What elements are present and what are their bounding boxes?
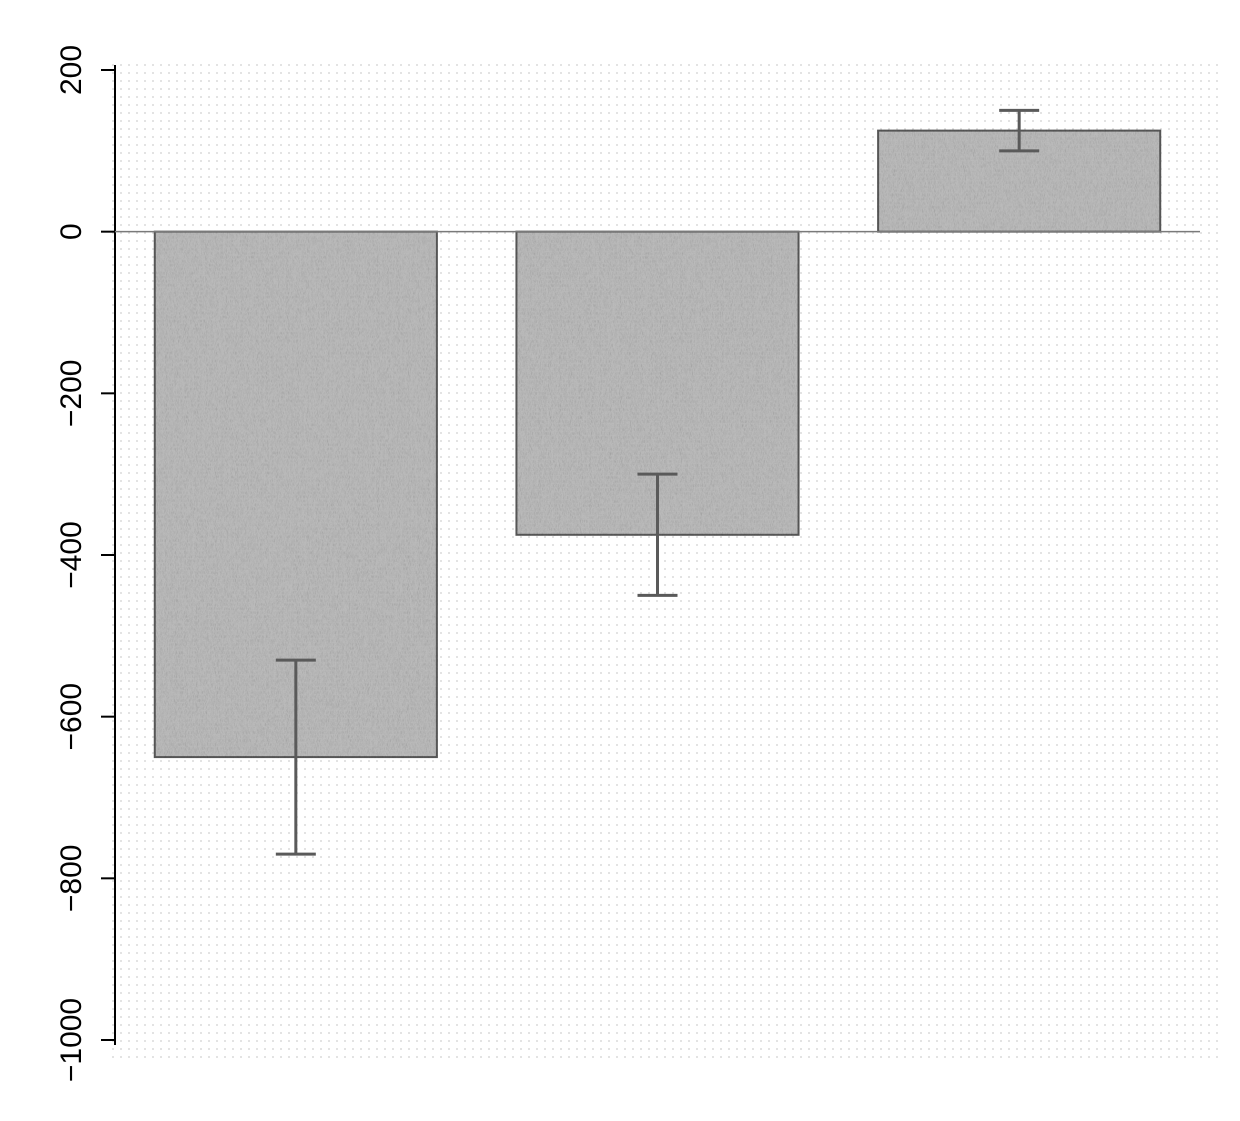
y-tick-label: 200 (55, 45, 88, 95)
y-tick-label: −1000 (55, 998, 88, 1082)
y-tick-label: −200 (55, 360, 88, 428)
y-tick-label: 0 (55, 223, 88, 240)
y-tick-label: −400 (55, 521, 88, 589)
y-tick-label: −600 (55, 683, 88, 751)
chart-svg: −1000 −800 −600 −400 −200 0 200 (0, 0, 1240, 1121)
y-tick-label: −800 (55, 845, 88, 913)
bar-chart: −1000 −800 −600 −400 −200 0 200 (0, 0, 1240, 1121)
